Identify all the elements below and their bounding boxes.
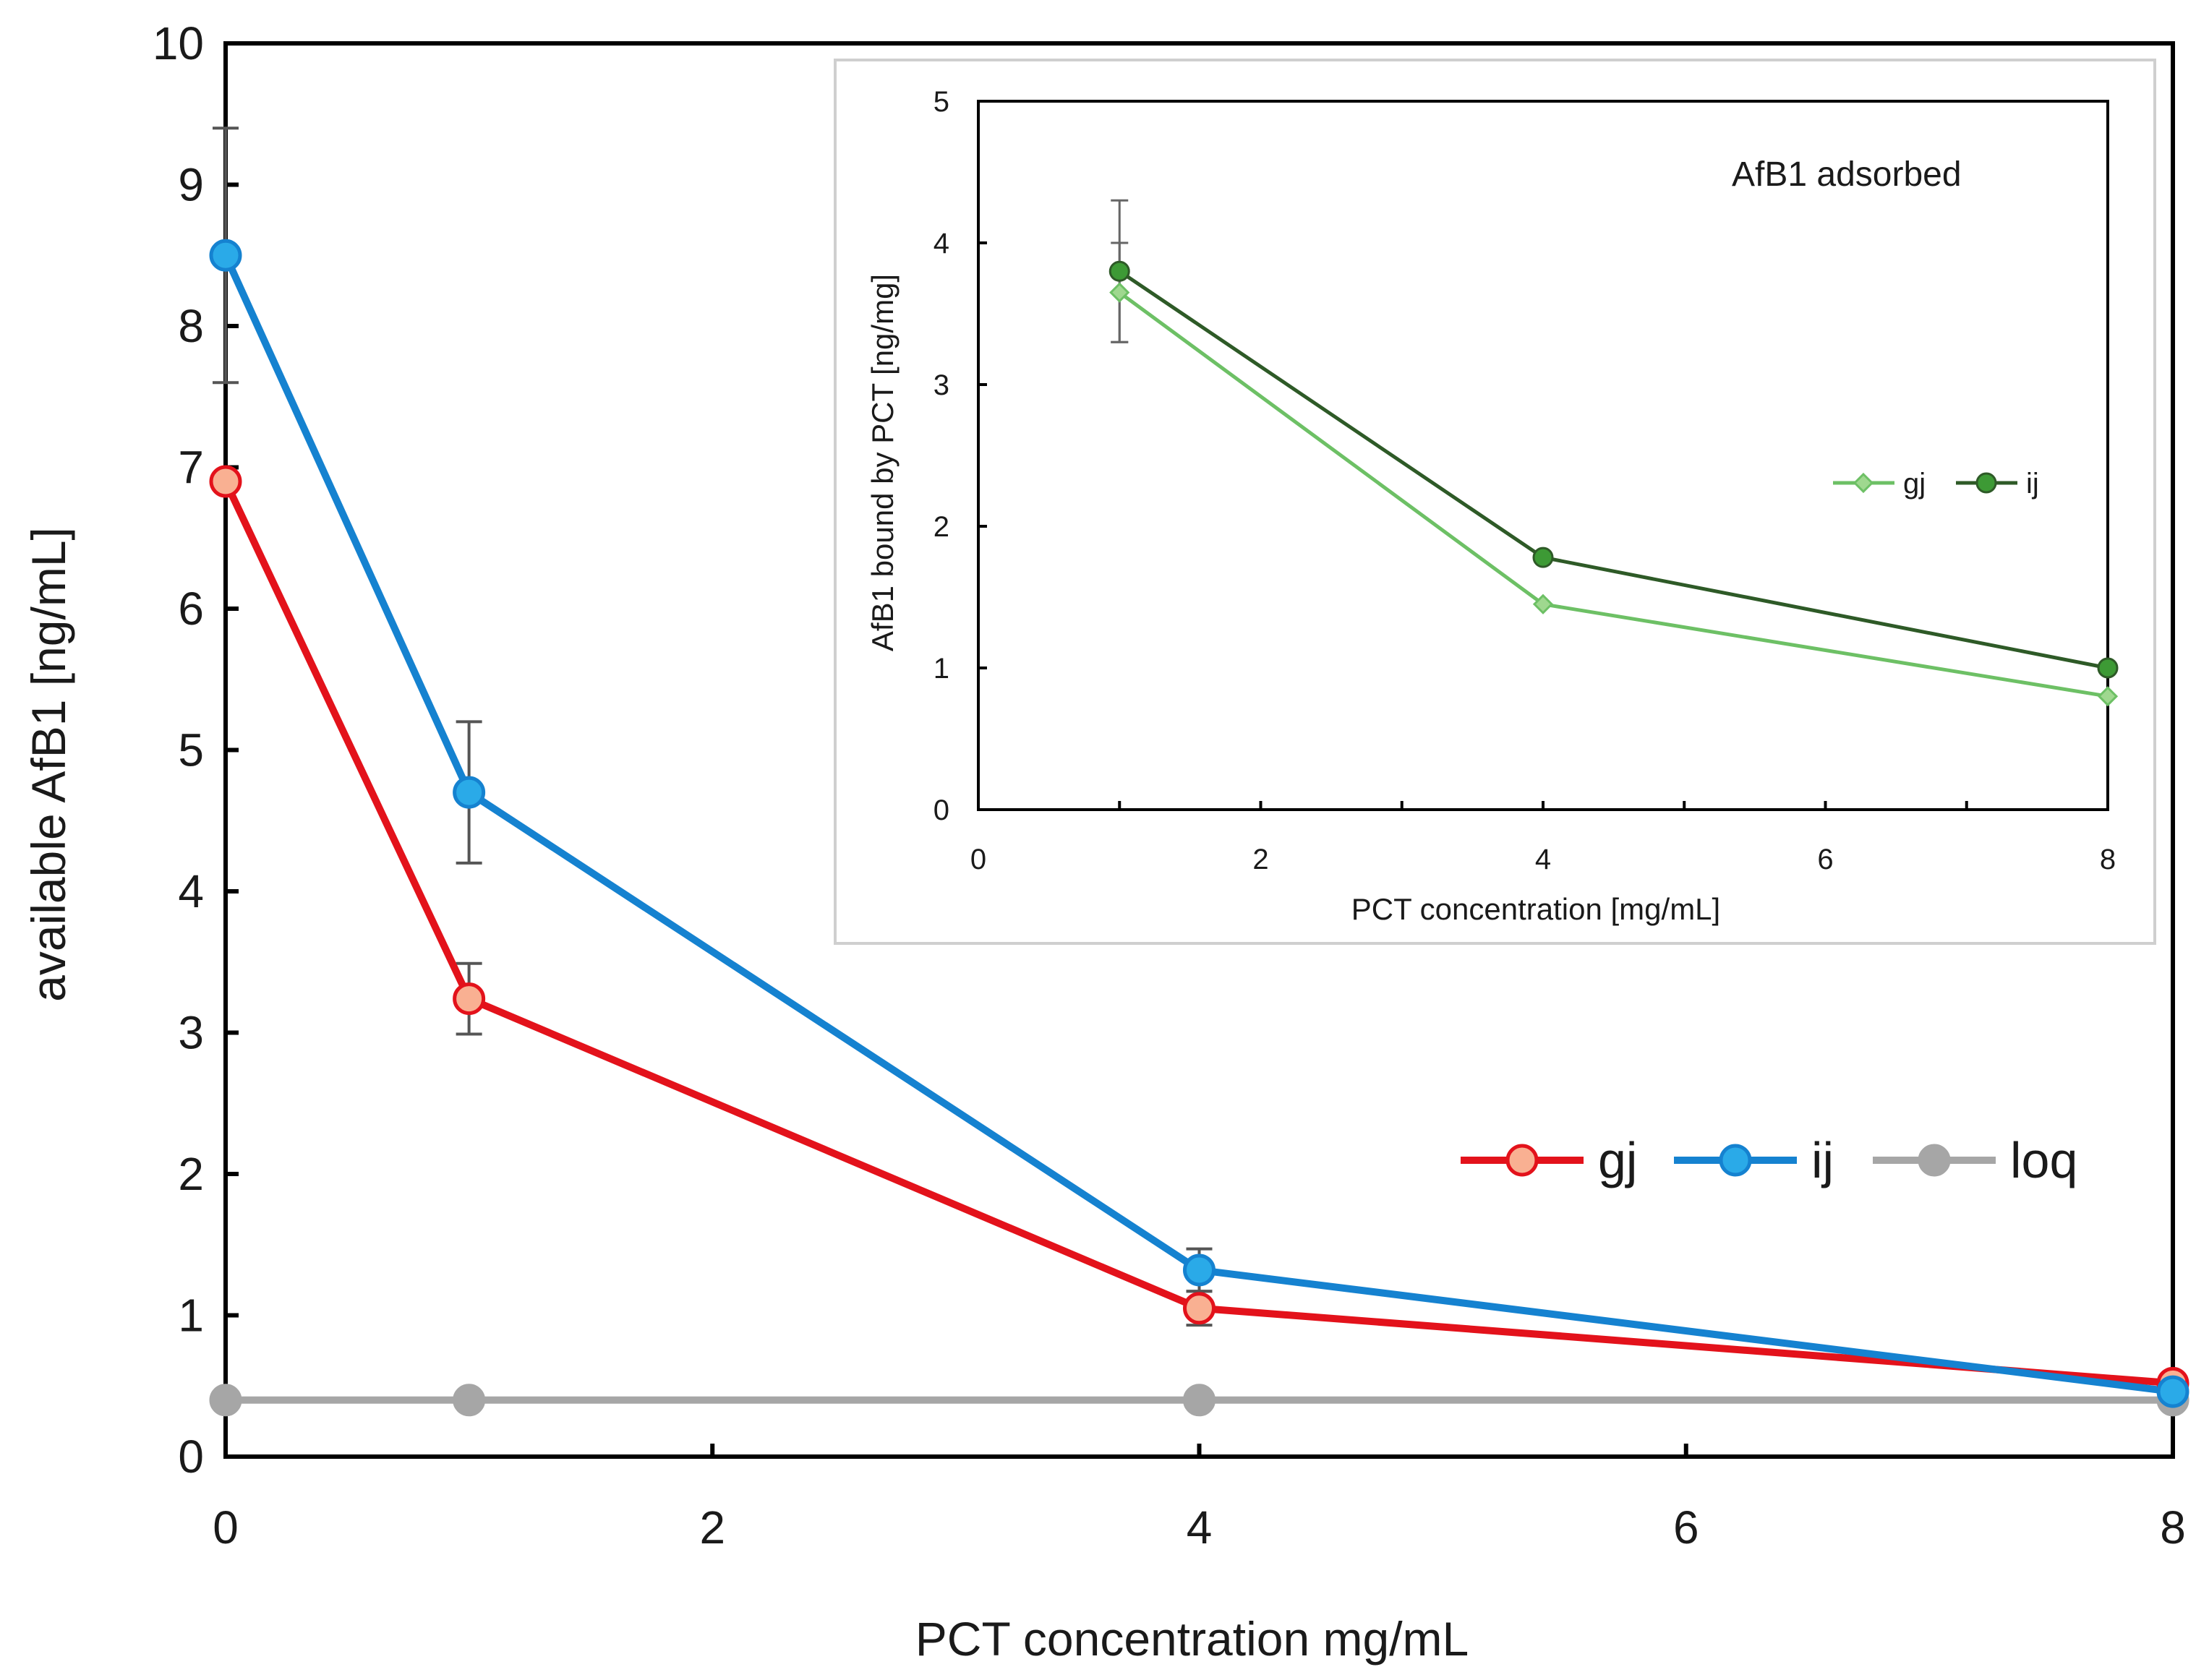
main-y-tick-label: 8	[178, 300, 204, 352]
inset-y-axis-title: AfB1 bound by PCT [ng/mg]	[866, 274, 900, 651]
main-y-tick-label: 3	[178, 1007, 204, 1059]
inset-y-tick-label: 4	[933, 228, 949, 260]
inset-point-ij	[1108, 260, 1130, 282]
main-point-loq	[453, 1384, 486, 1417]
inset-point-gj	[1532, 593, 1554, 614]
inset-y-tick-label: 1	[933, 653, 949, 685]
inset-y-tick-label: 0	[933, 794, 949, 826]
main-point-ij	[209, 239, 242, 272]
inset-point-ij	[1532, 547, 1554, 568]
main-y-tick-label: 2	[178, 1148, 204, 1200]
main-point-ij	[453, 776, 486, 809]
main-series-line-ij	[222, 254, 2174, 1396]
main-point-ij	[2156, 1375, 2189, 1408]
main-y-tick-label: 7	[178, 442, 204, 494]
inset-annotation: AfB1 adsorbed	[1732, 155, 1962, 194]
inset-x-tick-label: 8	[2100, 844, 2116, 875]
inset-y-tick-label: 2	[933, 511, 949, 543]
inset-point-ij	[2097, 657, 2119, 679]
inset-legend-label-ij: ij	[2026, 468, 2039, 500]
main-x-tick-label: 2	[699, 1501, 725, 1553]
main-point-loq	[1183, 1384, 1216, 1417]
inset-legend-marker-ij	[1975, 472, 1997, 494]
inset-legend-marker-gj	[1853, 472, 1874, 494]
main-y-tick-label: 0	[178, 1431, 204, 1483]
inset-x-axis-title: PCT concentration [mg/mL]	[1351, 892, 1720, 926]
main-point-loq	[209, 1384, 242, 1417]
main-series-line-gj	[222, 479, 2174, 1387]
inset-point-gj	[2097, 686, 2119, 707]
legend-marker-gj	[1505, 1144, 1539, 1177]
main-point-ij	[1183, 1253, 1216, 1287]
inset-y-tick-label: 3	[933, 369, 949, 401]
main-y-tick-label: 1	[178, 1290, 204, 1342]
main-x-axis-title: PCT concentration mg/mL	[915, 1612, 1469, 1666]
main-y-tick-label: 5	[178, 724, 204, 776]
main-y-tick-label: 10	[153, 17, 204, 69]
legend-label-ij: ij	[1811, 1132, 1834, 1188]
main-point-gj	[209, 465, 242, 498]
main-y-axis-title: available AfB1 [ng/mL]	[22, 527, 75, 1002]
legend-label-loq: loq	[2010, 1132, 2077, 1188]
main-y-tick-label: 4	[178, 865, 204, 917]
main-point-gj	[1183, 1292, 1216, 1325]
inset-x-tick-label: 6	[1817, 844, 1833, 875]
main-x-tick-label: 0	[213, 1501, 239, 1553]
legend-marker-ij	[1719, 1144, 1752, 1177]
main-x-tick-label: 8	[2160, 1501, 2186, 1553]
inset-x-tick-label: 2	[1252, 844, 1268, 875]
main-x-tick-label: 6	[1673, 1501, 1699, 1553]
main-y-tick-label: 9	[178, 159, 204, 211]
inset-point-gj	[1109, 282, 1130, 303]
main-x-tick-label: 4	[1187, 1501, 1213, 1553]
legend-marker-loq	[1918, 1144, 1951, 1177]
inset-x-tick-label: 0	[970, 844, 986, 875]
inset-x-tick-label: 4	[1535, 844, 1551, 875]
inset-box	[834, 59, 2156, 945]
legend-label-gj: gj	[1598, 1132, 1637, 1188]
inset-legend-label-gj: gj	[1903, 468, 1926, 500]
inset-chart: 0 1 2 3 4 5 0 2 4 6 8 PCT concentration [mg/mL] AfB1…	[834, 59, 2156, 945]
inset-y-tick-label: 5	[933, 86, 949, 118]
main-point-gj	[453, 982, 486, 1016]
main-y-tick-label: 6	[178, 583, 204, 635]
